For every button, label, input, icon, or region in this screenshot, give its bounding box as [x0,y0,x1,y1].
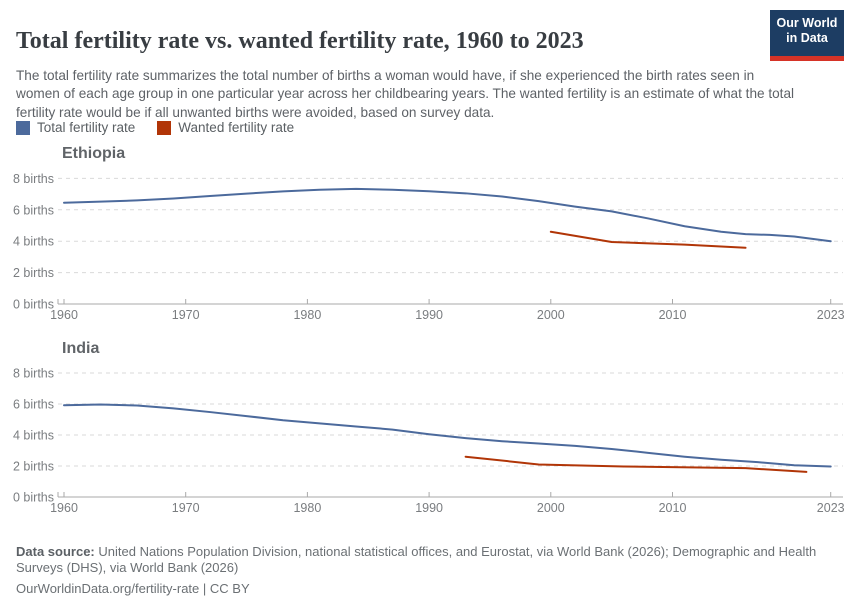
svg-text:2010: 2010 [659,501,687,515]
svg-text:4 births: 4 births [13,429,54,443]
svg-text:1960: 1960 [50,308,78,322]
legend: Total fertility rate Wanted fertility ra… [16,120,294,135]
owid-logo[interactable]: Our World in Data [770,10,844,61]
data-source-text: United Nations Population Division, nati… [16,544,817,575]
legend-label-wanted: Wanted fertility rate [178,120,295,135]
data-source-note: Data source: United Nations Population D… [16,544,834,575]
svg-text:8 births: 8 births [13,367,54,381]
svg-text:4 births: 4 births [13,235,54,249]
svg-text:6 births: 6 births [13,398,54,412]
svg-text:0 births: 0 births [13,298,54,312]
svg-text:2023: 2023 [817,501,845,515]
svg-text:2010: 2010 [659,308,687,322]
data-source-label: Data source: [16,544,95,559]
owid-logo-line2: in Data [786,31,828,45]
legend-item-total[interactable]: Total fertility rate [16,120,135,135]
total-fertility-swatch-icon [16,120,30,135]
chart-heading-india: India [62,340,100,357]
chart-subtitle: The total fertility rate summarizes the … [16,67,795,120]
license-badge: | CC BY [202,581,250,596]
legend-item-wanted[interactable]: Wanted fertility rate [157,120,294,135]
svg-text:2 births: 2 births [13,460,54,474]
svg-text:2000: 2000 [537,501,565,515]
owid-logo-line1: Our World [776,16,838,30]
chart-heading-ethiopia: Ethiopia [62,145,126,162]
svg-text:1980: 1980 [293,308,321,322]
permalink-url[interactable]: OurWorldinData.org/fertility-rate [16,581,200,596]
svg-text:2023: 2023 [817,308,845,322]
svg-text:8 births: 8 births [13,172,54,186]
svg-text:2000: 2000 [537,308,565,322]
svg-text:1970: 1970 [172,501,200,515]
svg-text:1970: 1970 [172,308,200,322]
svg-text:6 births: 6 births [13,203,54,217]
svg-text:0 births: 0 births [13,491,54,505]
permalink-line: OurWorldinData.org/fertility-rate | CC B… [16,581,250,596]
svg-text:1960: 1960 [50,501,78,515]
page-title: Total fertility rate vs. wanted fertilit… [16,28,584,55]
svg-text:1990: 1990 [415,308,443,322]
svg-text:1990: 1990 [415,501,443,515]
wanted-fertility-swatch-icon [157,120,172,135]
svg-text:2 births: 2 births [13,266,54,280]
legend-label-total: Total fertility rate [37,120,136,135]
svg-text:1980: 1980 [293,501,321,515]
